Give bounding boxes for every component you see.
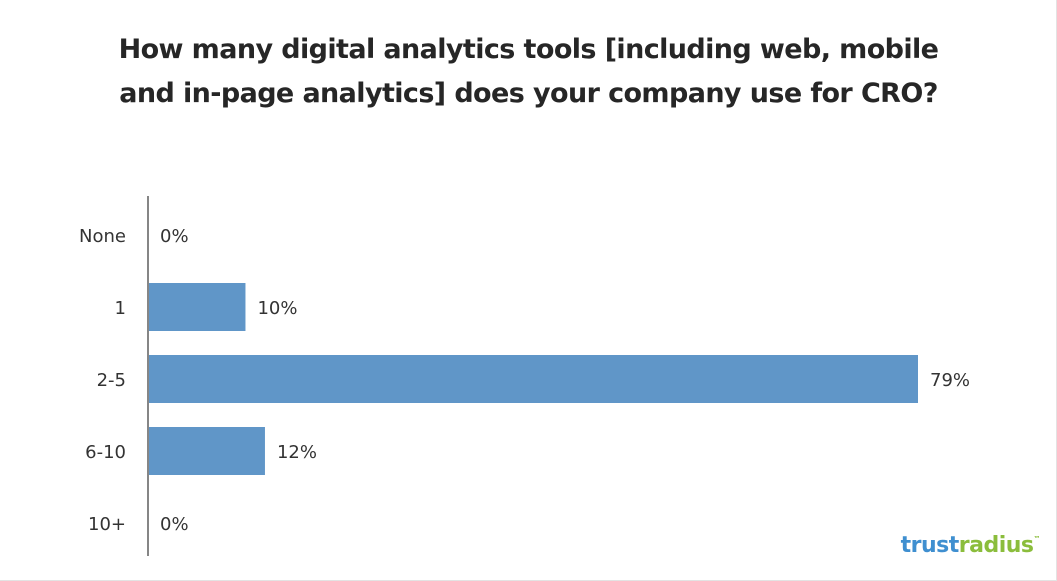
chart-title: How many digital analytics tools [includ…	[0, 28, 1057, 116]
trustradius-logo: trustradius™	[900, 533, 1041, 558]
logo-text-radius: radius	[958, 533, 1034, 558]
bar-1	[148, 283, 246, 331]
category-label-3: 6-10	[85, 442, 126, 463]
chart-title-line-2: and in-page analytics] does your company…	[119, 78, 938, 109]
chart-title-line-1: How many digital analytics tools [includ…	[118, 34, 939, 65]
data-label-4: 0%	[160, 514, 189, 535]
logo-text-trust: trust	[900, 533, 960, 558]
category-label-0: None	[79, 226, 126, 247]
category-label-4: 10+	[88, 514, 126, 535]
data-label-2: 79%	[930, 370, 970, 391]
data-label-0: 0%	[160, 226, 189, 247]
bar-3	[148, 427, 265, 475]
category-label-2: 2-5	[97, 370, 126, 391]
category-label-1: 1	[115, 298, 126, 319]
data-label-1: 10%	[257, 298, 297, 319]
logo-trademark: ™	[1033, 535, 1041, 543]
data-label-3: 12%	[277, 442, 317, 463]
bar-2	[148, 355, 918, 403]
